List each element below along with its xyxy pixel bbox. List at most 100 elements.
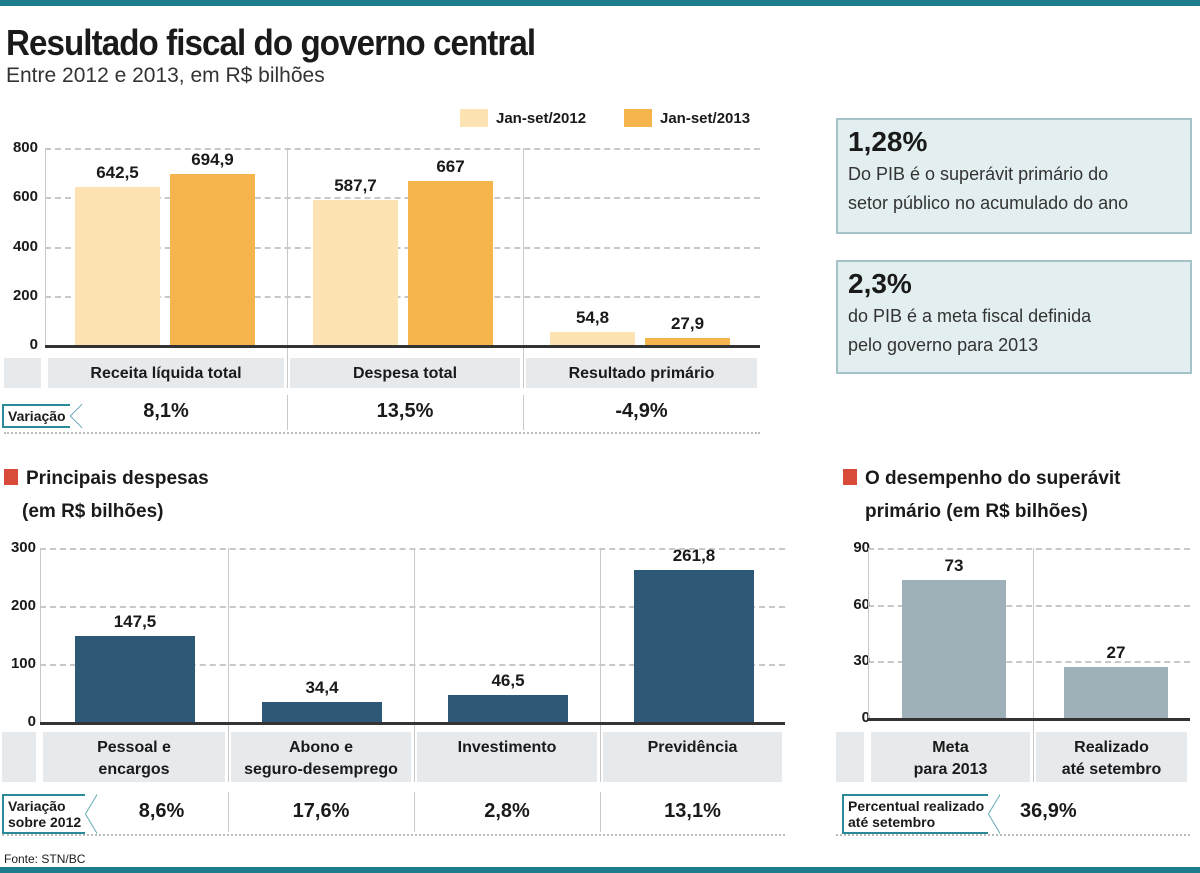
- category-band: [417, 732, 597, 782]
- bar: [645, 338, 730, 345]
- category-label: Receita líquida total: [90, 365, 242, 382]
- variation-value: 8,6%: [138, 800, 185, 822]
- variation-value: 2,8%: [484, 800, 530, 822]
- category-label-line: para 2013: [913, 761, 988, 778]
- y-tick-label: 30: [853, 652, 870, 670]
- variation-tag: Percentual realizado até setembro: [842, 794, 1001, 834]
- legend-swatch: [624, 109, 652, 127]
- info-text: Do PIB é o superávit primário do: [848, 164, 1109, 184]
- bar: [170, 173, 255, 345]
- info-value: 1,28%: [848, 126, 928, 157]
- column-divider: [600, 548, 601, 782]
- category-label: Investimento: [414, 737, 600, 759]
- x-axis-baseline: [45, 345, 760, 348]
- y-tick-label: 100: [10, 655, 36, 672]
- category-label: Abono e seguro-desemprego: [228, 737, 414, 781]
- variation-value: 36,9%: [1020, 800, 1077, 822]
- y-tick-label: 0: [861, 709, 870, 726]
- info-text: pelo governo para 2013: [848, 335, 1039, 355]
- section-subtitle: (em R$ bilhões): [22, 501, 164, 522]
- section-title: Principais despesas: [26, 468, 209, 489]
- gridline: [45, 295, 760, 298]
- y-tick-label: 90: [853, 539, 870, 556]
- bar: [262, 702, 382, 722]
- variation-tag-line: Variação: [8, 798, 66, 814]
- category-band: [526, 358, 757, 388]
- column-divider: [523, 395, 524, 430]
- gridline: [45, 148, 760, 150]
- y-tick-label: 600: [12, 188, 38, 206]
- category-band: [603, 732, 782, 782]
- info-text: setor público no acumulado do ano: [848, 193, 1129, 213]
- bar: [550, 331, 635, 345]
- bar-value-label: 587,7: [334, 176, 377, 196]
- bar-value-label: 147,5: [113, 612, 157, 632]
- category-band: [2, 732, 36, 782]
- column-divider: [228, 792, 229, 832]
- bar-value-label: 73: [944, 556, 964, 576]
- bar: [75, 636, 195, 722]
- category-label-line: Pessoal e: [97, 739, 171, 756]
- section-title-despesas: Principais despesas (em R$ bilhões): [4, 462, 209, 528]
- gridline: [868, 604, 1190, 607]
- column-divider: [523, 148, 524, 388]
- bar: [448, 695, 568, 722]
- y-tick-label: 0: [27, 713, 36, 730]
- legend-label: Jan-set/2013: [660, 109, 751, 127]
- section-title-superavit: O desempenho do superávit primário (em R…: [843, 462, 1121, 528]
- category-label-line: encargos: [98, 761, 170, 778]
- category-label-line: até setembro: [1061, 761, 1162, 778]
- y-tick-label: 200: [10, 597, 36, 614]
- y-tick-label: 200: [12, 286, 38, 304]
- red-square-icon: [4, 469, 18, 485]
- category-band: [871, 732, 1030, 782]
- info-value: 2,3%: [848, 268, 912, 299]
- bar-value-label: 642,5: [96, 162, 139, 182]
- column-divider: [414, 548, 415, 782]
- variation-tag-line: Percentual realizado: [848, 798, 985, 814]
- category-label: Meta para 2013: [868, 737, 1033, 781]
- gridline: [868, 661, 1190, 664]
- info-box-meta: 2,3% do PIB é a meta fiscal definida pelo…: [836, 260, 1192, 374]
- category-label: Previdência: [600, 737, 785, 759]
- gridline: [40, 548, 785, 550]
- variation-value: 13,1%: [664, 800, 721, 822]
- category-band: [1036, 732, 1187, 782]
- category-label-line: seguro-desemprego: [244, 761, 398, 778]
- variation-tag-line: sobre 2012: [8, 814, 82, 830]
- category-label: Pessoal e encargos: [40, 737, 228, 781]
- bar-value-label: 694,9: [191, 149, 234, 169]
- category-label: Resultado primário: [568, 365, 715, 382]
- section-title: primário (em R$ bilhões): [865, 501, 1088, 522]
- bar-value-label: 46,5: [491, 671, 525, 691]
- legend-2012: Jan-set/2012: [460, 109, 586, 127]
- category-label-line: Realizado: [1074, 739, 1149, 756]
- bar-value-label: 667: [436, 156, 465, 176]
- bar: [902, 580, 1006, 718]
- variation-value: 13,5%: [376, 400, 434, 422]
- y-axis-line: [40, 548, 41, 722]
- bar: [408, 180, 493, 345]
- variation-value: 17,6%: [292, 800, 350, 822]
- category-label: Realizado até setembro: [1033, 737, 1190, 781]
- category-band: [836, 732, 864, 782]
- bar: [1064, 667, 1168, 718]
- y-tick-label: 800: [12, 139, 38, 156]
- column-divider: [1033, 548, 1034, 782]
- variation-tag: Variação sobre 2012: [2, 794, 98, 834]
- y-axis-line: [45, 148, 46, 345]
- top-accent-bar: [0, 0, 1200, 6]
- category-band: [4, 358, 41, 388]
- category-label-line: Previdência: [647, 739, 738, 756]
- y-tick-label: 300: [10, 539, 36, 556]
- variation-value: 8,1%: [143, 400, 189, 422]
- x-axis-baseline: [868, 718, 1190, 721]
- variation-divider: [4, 432, 760, 434]
- bar: [75, 186, 160, 345]
- category-label-line: Abono e: [289, 739, 353, 756]
- gridline: [45, 246, 760, 249]
- column-divider: [287, 148, 288, 388]
- y-tick-label: 60: [853, 595, 870, 613]
- gridline: [40, 606, 785, 608]
- bottom-accent-bar: [0, 867, 1200, 873]
